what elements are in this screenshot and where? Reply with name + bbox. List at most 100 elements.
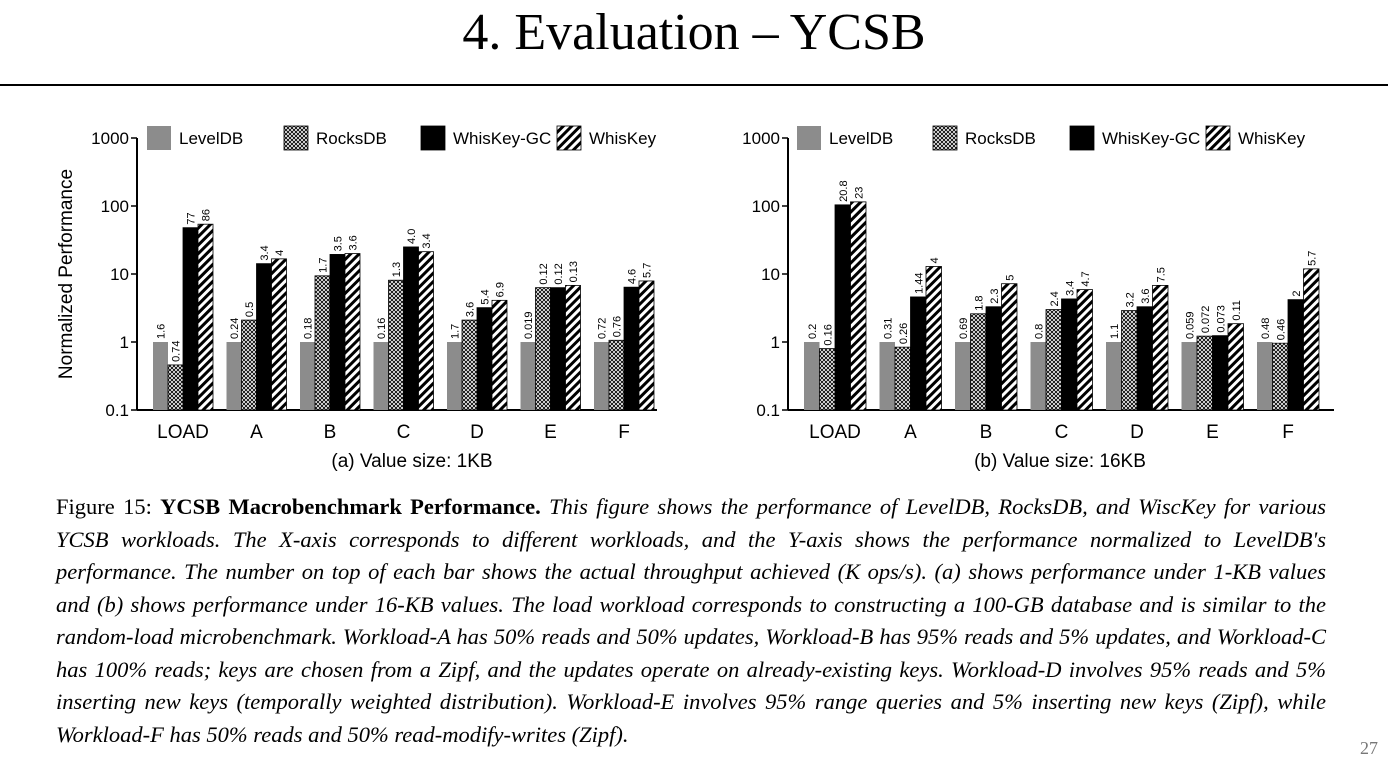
c2-legend-swatch-rocksdb bbox=[932, 125, 958, 151]
c1-bar-c-leveldb bbox=[373, 342, 389, 410]
c1-bar-e-whiskey-gc bbox=[550, 287, 566, 411]
c2-data-label-c-whiskey: 4.7 bbox=[1080, 271, 1092, 286]
c2-bar-b-whiskey-gc bbox=[985, 306, 1002, 411]
c1-data-label-a-rocksdb: 0.5 bbox=[244, 302, 256, 317]
c2-data-label-a-leveldb: 0.31 bbox=[882, 318, 894, 339]
page-number: 27 bbox=[1360, 738, 1378, 758]
c2-xtick-label: LOAD bbox=[809, 422, 861, 443]
c2-subtitle: (b) Value size: 16KB bbox=[974, 451, 1146, 472]
c1-bar-f-rocksdb bbox=[608, 339, 625, 411]
c1-subtitle: (a) Value size: 1KB bbox=[331, 451, 492, 472]
c1-data-label-c-rocksdb: 1.3 bbox=[391, 262, 403, 277]
c2-bar-d-whiskey-gc bbox=[1136, 306, 1153, 411]
c2-data-label-a-whiskey: 4 bbox=[929, 257, 941, 263]
c2-bar-load-rocksdb bbox=[819, 348, 836, 411]
c1-data-label-d-whiskey: 6.9 bbox=[495, 282, 507, 297]
c1-data-label-f-whiskey: 5.7 bbox=[642, 263, 654, 278]
c1-data-label-e-leveldb: 0.019 bbox=[523, 311, 535, 339]
c2-bar-d-whiskey bbox=[1152, 284, 1169, 411]
c2-data-label-e-leveldb: 0.059 bbox=[1184, 311, 1196, 339]
c1-bar-a-rocksdb bbox=[241, 319, 257, 411]
c2-data-label-load-rocksdb: 0.16 bbox=[822, 324, 834, 345]
c1-data-label-load-leveldb: 1.6 bbox=[156, 324, 168, 339]
c1-data-label-d-leveldb: 1.7 bbox=[450, 324, 462, 339]
c2-data-label-b-whiskey: 5 bbox=[1004, 275, 1016, 281]
c1-ytick-label: 1000 bbox=[91, 129, 129, 148]
c2-data-label-a-rocksdb: 0.26 bbox=[898, 323, 910, 344]
c2-bar-a-leveldb bbox=[879, 342, 895, 410]
caption-label: Figure 15: bbox=[56, 494, 152, 519]
c2-bar-e-rocksdb bbox=[1196, 335, 1213, 411]
c2-xtick-label: B bbox=[980, 422, 993, 443]
c2-bar-a-whiskey bbox=[925, 266, 942, 411]
c2-data-label-d-whiskey: 7.5 bbox=[1155, 267, 1167, 282]
c2-bar-load-whiskey-gc bbox=[834, 204, 851, 411]
c2-ytick-label: 100 bbox=[752, 197, 780, 216]
c1-bar-d-whiskey bbox=[491, 299, 508, 411]
c1-data-label-c-leveldb: 0.16 bbox=[376, 318, 388, 339]
c1-data-label-a-leveldb: 0.24 bbox=[229, 318, 241, 339]
c2-bar-b-rocksdb bbox=[970, 313, 987, 411]
c2-bar-b-leveldb bbox=[955, 342, 971, 410]
c2-ytick-label: 10 bbox=[761, 265, 780, 284]
c1-data-label-c-whiskey-gc: 4.0 bbox=[406, 229, 418, 244]
c1-data-label-a-whiskey: 4 bbox=[274, 250, 286, 256]
c2-data-label-e-whiskey: 0.11 bbox=[1231, 300, 1243, 321]
c1-bar-a-whiskey bbox=[271, 258, 287, 411]
c1-data-label-b-leveldb: 0.18 bbox=[303, 318, 315, 339]
c1-bar-c-rocksdb bbox=[388, 279, 404, 411]
c1-xtick-label: F bbox=[618, 422, 630, 443]
c2-bar-f-whiskey bbox=[1303, 268, 1320, 411]
c1-data-label-f-whiskey-gc: 4.6 bbox=[627, 269, 639, 284]
title-divider bbox=[0, 84, 1388, 86]
c1-data-label-b-whiskey: 3.6 bbox=[348, 235, 360, 250]
c2-data-label-c-leveldb: 0.8 bbox=[1033, 324, 1045, 339]
c1-data-label-f-leveldb: 0.72 bbox=[597, 318, 609, 339]
c2-data-label-f-whiskey: 5.7 bbox=[1306, 251, 1318, 266]
c2-bar-c-leveldb bbox=[1030, 342, 1046, 410]
c1-legend-label-leveldb: LevelDB bbox=[179, 129, 243, 148]
c2-legend-label-whiskey: WhisKey bbox=[1238, 129, 1306, 148]
c1-bar-d-leveldb bbox=[447, 342, 462, 410]
c1-data-label-load-whiskey: 86 bbox=[201, 209, 213, 221]
c2-bar-f-rocksdb bbox=[1272, 342, 1289, 411]
c1-xtick-label: LOAD bbox=[157, 422, 209, 443]
c2-legend-swatch-leveldb bbox=[797, 126, 821, 150]
c1-legend-swatch-whiskey-gc bbox=[420, 125, 446, 151]
c2-bar-c-rocksdb bbox=[1045, 309, 1062, 411]
c2-bar-e-whiskey bbox=[1227, 323, 1244, 411]
c1-data-label-d-whiskey-gc: 5.4 bbox=[480, 289, 492, 304]
c2-xtick-label: C bbox=[1055, 422, 1069, 443]
c1-bar-d-whiskey-gc bbox=[476, 307, 493, 411]
c2-data-label-a-whiskey-gc: 1.44 bbox=[913, 273, 925, 294]
c2-bar-a-whiskey-gc bbox=[910, 296, 927, 411]
c2-xtick-label: E bbox=[1206, 422, 1219, 443]
c2-xtick-label: F bbox=[1282, 422, 1294, 443]
c1-data-label-load-whiskey-gc: 77 bbox=[186, 212, 198, 224]
c1-data-label-e-whiskey-gc: 0.12 bbox=[553, 263, 565, 284]
c1-bar-a-leveldb bbox=[226, 342, 242, 410]
c1-bar-load-rocksdb bbox=[167, 364, 184, 411]
c1-data-label-b-whiskey-gc: 3.5 bbox=[333, 236, 345, 251]
c2-bar-c-whiskey bbox=[1076, 289, 1093, 411]
c2-bar-c-whiskey-gc bbox=[1061, 298, 1078, 411]
c1-ytick-label: 0.1 bbox=[105, 401, 129, 420]
c2-legend-label-whiskey-gc: WhisKey-GC bbox=[1102, 129, 1200, 148]
c2-bar-d-leveldb bbox=[1106, 342, 1122, 410]
c2-bar-d-rocksdb bbox=[1121, 310, 1138, 411]
c1-data-label-e-whiskey: 0.13 bbox=[568, 261, 580, 282]
c1-ytick-label: 100 bbox=[101, 197, 129, 216]
c2-data-label-b-whiskey-gc: 2.3 bbox=[989, 288, 1001, 303]
c1-bar-load-leveldb bbox=[153, 342, 168, 410]
c1-bar-b-whiskey-gc bbox=[329, 254, 346, 411]
c2-data-label-d-leveldb: 1.1 bbox=[1109, 324, 1121, 339]
c2-legend-label-rocksdb: RocksDB bbox=[965, 129, 1036, 148]
c2-bar-e-leveldb bbox=[1181, 342, 1197, 410]
c2-bar-b-whiskey bbox=[1001, 283, 1018, 411]
c1-legend-swatch-rocksdb bbox=[283, 125, 309, 151]
c1-xtick-label: E bbox=[544, 422, 557, 443]
c1-legend-label-whiskey: WhisKey bbox=[589, 129, 657, 148]
c1-xtick-label: C bbox=[397, 422, 411, 443]
